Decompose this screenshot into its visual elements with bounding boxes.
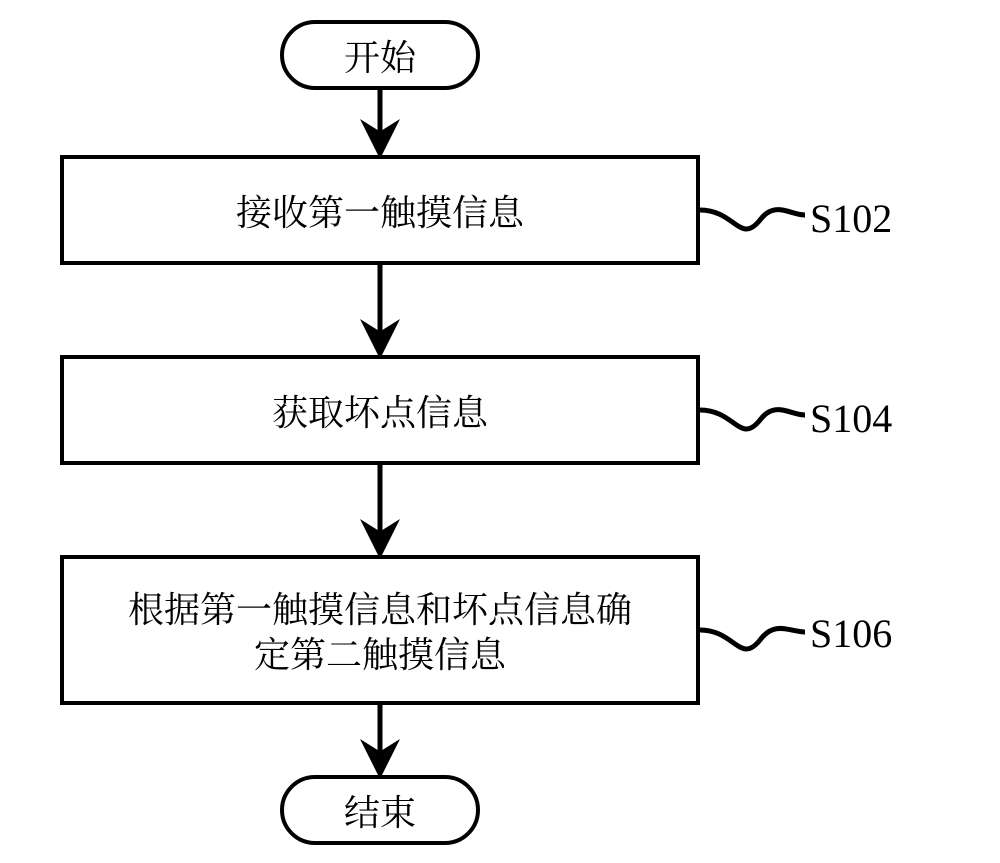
node-start: 开始 bbox=[280, 20, 480, 90]
node-start-text: 开始 bbox=[344, 30, 416, 81]
node-s106-text: 根据第一触摸信息和坏点信息确 定第二触摸信息 bbox=[128, 585, 632, 675]
label-s102: S102 bbox=[810, 195, 892, 242]
flowchart-canvas: 开始 接收第一触摸信息 获取坏点信息 根据第一触摸信息和坏点信息确 定第二触摸信… bbox=[0, 0, 1000, 863]
label-s104: S104 bbox=[810, 395, 892, 442]
node-end-text: 结束 bbox=[344, 785, 416, 836]
node-s102: 接收第一触摸信息 bbox=[60, 155, 700, 265]
node-s104: 获取坏点信息 bbox=[60, 355, 700, 465]
node-s102-text: 接收第一触摸信息 bbox=[236, 188, 524, 233]
label-s106: S106 bbox=[810, 610, 892, 657]
node-s104-text: 获取坏点信息 bbox=[272, 388, 488, 433]
node-s106: 根据第一触摸信息和坏点信息确 定第二触摸信息 bbox=[60, 555, 700, 705]
node-end: 结束 bbox=[280, 775, 480, 845]
connector-s106 bbox=[700, 628, 805, 649]
connector-s102 bbox=[700, 210, 805, 229]
connector-s104 bbox=[700, 410, 805, 429]
